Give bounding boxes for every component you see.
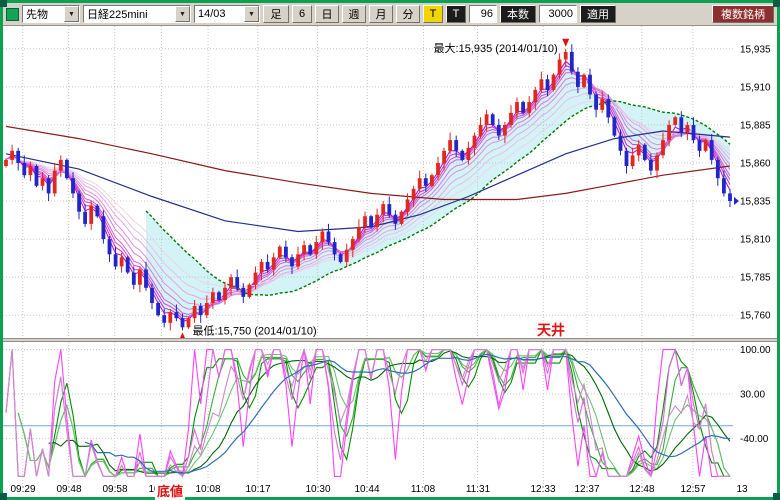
- time-label: 12:33: [530, 484, 556, 495]
- svg-text:15,935: 15,935: [740, 44, 771, 55]
- bar-type-button[interactable]: 足: [263, 5, 289, 23]
- symbol-select[interactable]: 日経225mini ▼: [83, 5, 191, 23]
- svg-text:15,860: 15,860: [740, 159, 771, 170]
- interval-value-button[interactable]: 6: [292, 5, 312, 23]
- time-label: 09:48: [56, 484, 82, 495]
- tick-button-active[interactable]: T: [423, 5, 443, 23]
- time-label: 09:58: [102, 484, 128, 495]
- time-label: 12:48: [629, 484, 655, 495]
- instrument-type-value: 先物: [26, 9, 48, 21]
- svg-text:15,810: 15,810: [740, 235, 771, 246]
- toolbar: 先物 ▼ 日経225mini ▼ 14/03 ▼ 足 6 日 週 月 分 T T…: [3, 3, 777, 26]
- time-label: 12:57: [680, 484, 706, 495]
- time-label: 12:37: [574, 484, 600, 495]
- svg-text:天井: 天井: [537, 322, 565, 338]
- period-month-button[interactable]: 月: [369, 5, 393, 23]
- svg-text:30.00: 30.00: [740, 390, 765, 401]
- bars-count-input[interactable]: 96: [469, 5, 497, 23]
- svg-text:最低:15,750 (2014/01/10): 最低:15,750 (2014/01/10): [193, 324, 317, 337]
- time-label: 10:30: [305, 484, 331, 495]
- chevron-down-icon[interactable]: ▼: [244, 6, 259, 22]
- svg-text:15,910: 15,910: [740, 82, 771, 93]
- apply-button[interactable]: 適用: [580, 5, 616, 23]
- period-week-button[interactable]: 週: [342, 5, 366, 23]
- window-corner-tl: [0, 0, 7, 7]
- period-minute-button[interactable]: 分: [396, 5, 420, 23]
- svg-text:15,760: 15,760: [740, 311, 771, 322]
- svg-text:最大:15,935 (2014/01/10): 最大:15,935 (2014/01/10): [434, 41, 558, 55]
- window-corner-bl: [0, 493, 7, 500]
- period-day-button[interactable]: 日: [315, 5, 339, 23]
- time-label: 10:08: [195, 484, 221, 495]
- time-label: 10:44: [354, 484, 380, 495]
- chevron-down-icon[interactable]: ▼: [64, 6, 79, 22]
- symbol-value: 日経225mini: [87, 9, 148, 21]
- tick-button[interactable]: T: [446, 5, 466, 23]
- window-corner-br: [773, 493, 780, 500]
- time-label: 13: [736, 484, 748, 495]
- instrument-type-select[interactable]: 先物 ▼: [22, 5, 80, 23]
- main-chart-svg[interactable]: 15,935 15,910 15,885 15,860 15,835 15,810 15,7…: [3, 26, 777, 338]
- svg-text:15,885: 15,885: [740, 120, 771, 131]
- svg-text:15,835: 15,835: [740, 197, 771, 208]
- svg-text:-40.00: -40.00: [740, 434, 769, 445]
- bottom-annotation: 底値: [155, 481, 186, 500]
- indicator-svg[interactable]: 100.00 30.00 -40.00: [3, 342, 777, 484]
- contract-month-value: 14/03: [198, 8, 226, 20]
- app-icon: [6, 7, 19, 21]
- contract-month-select[interactable]: 14/03 ▼: [194, 5, 260, 23]
- chart-content: 先物 ▼ 日経225mini ▼ 14/03 ▼ 足 6 日 週 月 分 T T…: [3, 3, 777, 500]
- range-input[interactable]: 3000: [539, 5, 577, 23]
- time-label: 11:08: [410, 484, 436, 495]
- chevron-down-icon[interactable]: ▼: [175, 6, 190, 22]
- svg-text:15,785: 15,785: [740, 273, 771, 284]
- time-axis: 底値 09:2909:4809:5810:0310:0810:1710:3010…: [3, 481, 777, 500]
- multi-symbol-button[interactable]: 複数銘柄: [712, 5, 774, 23]
- time-label: 09:29: [10, 484, 36, 495]
- window-corner-tr: [773, 0, 780, 7]
- bars-count-label-button[interactable]: 本数: [500, 5, 536, 23]
- time-label: 11:31: [465, 484, 491, 495]
- svg-text:100.00: 100.00: [740, 345, 771, 356]
- time-label: 10:17: [245, 484, 271, 495]
- panel-separator: [3, 338, 777, 342]
